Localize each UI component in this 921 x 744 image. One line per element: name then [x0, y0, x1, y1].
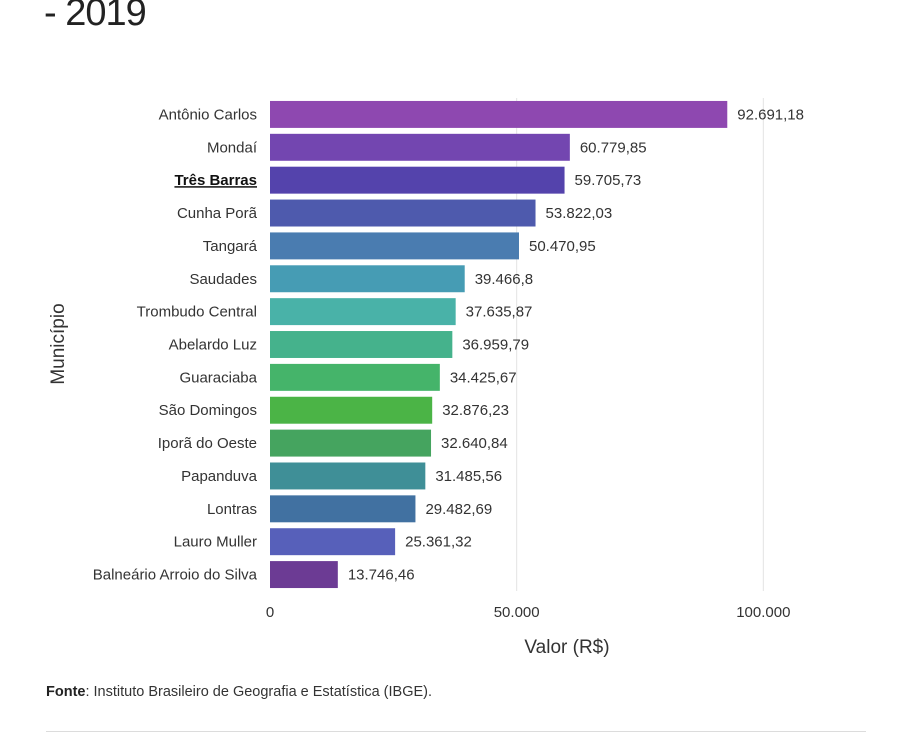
- category-labels: Antônio Carlos Mondaí Três Barras Cunha Por…: [93, 106, 258, 583]
- category-label: Trombudo Central: [137, 304, 257, 321]
- value-label: 34.425,67: [450, 369, 517, 386]
- value-label: 32.876,23: [442, 402, 509, 419]
- category-label: Cunha Porã: [177, 205, 258, 222]
- value-label: 13.746,46: [348, 567, 415, 584]
- category-label: Tangará: [203, 238, 258, 255]
- chart-bars: [270, 100, 728, 589]
- bar: [270, 396, 433, 424]
- category-label: São Domingos: [159, 402, 257, 419]
- source-note: Fonte: Instituto Brasileiro de Geografia…: [46, 684, 432, 700]
- bar: [270, 462, 426, 490]
- bar: [270, 166, 565, 194]
- category-label: Saudades: [189, 271, 257, 288]
- bar: [270, 100, 728, 128]
- bar: [270, 528, 396, 556]
- value-label: 36.959,79: [462, 337, 529, 354]
- value-label: 25.361,32: [405, 534, 472, 551]
- category-label: Abelardo Luz: [169, 337, 257, 354]
- bar: [270, 199, 536, 227]
- category-label: Iporã do Oeste: [158, 435, 257, 452]
- category-label: Papanduva: [181, 468, 258, 485]
- category-label: Lauro Muller: [174, 534, 257, 551]
- y-axis-label: Município: [48, 303, 69, 384]
- bar: [270, 133, 570, 161]
- bar: [270, 495, 416, 523]
- footer-divider: [46, 731, 866, 732]
- value-label: 60.779,85: [580, 139, 647, 156]
- bar: [270, 429, 432, 457]
- value-labels: 92.691,18 60.779,85 59.705,73 53.822,03 50.4…: [348, 106, 804, 583]
- x-tick-label: 0: [266, 604, 274, 621]
- value-label: 53.822,03: [546, 205, 613, 222]
- bar: [270, 363, 440, 391]
- value-label: 92.691,18: [737, 106, 804, 123]
- bar: [270, 265, 465, 293]
- category-label: Antônio Carlos: [159, 106, 257, 123]
- bar: [270, 298, 456, 326]
- category-label: Balneário Arroio do Silva: [93, 567, 258, 584]
- value-label: 59.705,73: [575, 172, 642, 189]
- bar: [270, 232, 519, 260]
- x-tick-label: 100.000: [736, 604, 790, 621]
- bar: [270, 331, 453, 358]
- value-label: 50.470,95: [529, 238, 596, 255]
- value-label: 32.640,84: [441, 435, 508, 452]
- category-label: Mondaí: [207, 139, 258, 156]
- x-axis-label: Valor (R$): [524, 637, 609, 658]
- x-tick-label: 50.000: [494, 604, 540, 621]
- value-label: 29.482,69: [425, 501, 492, 518]
- category-label: Guaraciaba: [179, 369, 257, 386]
- x-axis-ticks: 0 50.000 100.000: [266, 604, 791, 621]
- source-text: : Instituto Brasileiro de Geografia e Es…: [85, 684, 433, 700]
- value-label: 31.485,56: [435, 468, 502, 485]
- chart-title-fragment: - 2019: [44, 0, 147, 34]
- category-label: Lontras: [207, 501, 257, 518]
- bar: [270, 561, 338, 589]
- value-label: 37.635,87: [466, 304, 533, 321]
- bar-chart: Antônio Carlos Mondaí Três Barras Cunha Por…: [48, 98, 804, 658]
- category-label: Três Barras: [174, 172, 257, 189]
- source-label: Fonte: [46, 684, 86, 700]
- value-label: 39.466,8: [475, 271, 533, 288]
